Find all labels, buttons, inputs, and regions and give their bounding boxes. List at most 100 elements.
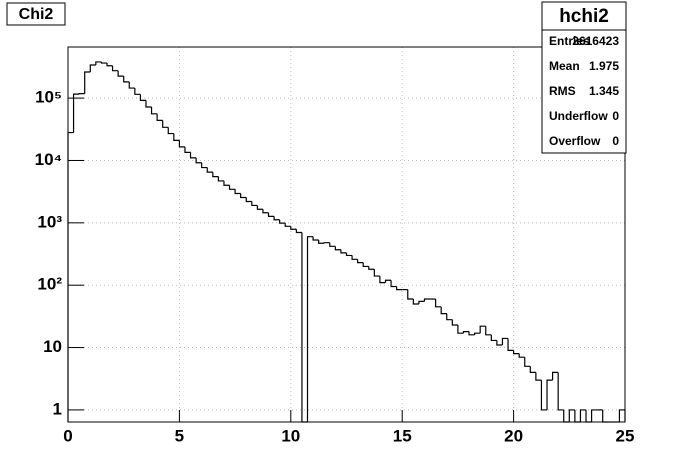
- histogram-bin: [223, 180, 230, 186]
- stats-name: hchi2: [559, 6, 609, 27]
- histogram-bin: [546, 379, 553, 410]
- histogram-bin: [412, 299, 419, 305]
- histogram-bin: [396, 286, 403, 291]
- histogram-bin: [212, 172, 219, 178]
- stats-label: Overflow: [549, 134, 601, 148]
- histogram-bin: [373, 269, 380, 277]
- stats-label: RMS: [549, 84, 576, 98]
- histogram-bin: [524, 357, 531, 367]
- histogram-bin: [95, 61, 102, 65]
- histogram-bin: [390, 280, 397, 288]
- histogram-bin: [173, 133, 180, 141]
- histogram-bin: [540, 380, 548, 411]
- histogram-bin: [407, 289, 414, 300]
- histogram-bin: [462, 331, 470, 334]
- histogram-bin: [418, 300, 425, 304]
- histogram-bin: [351, 255, 358, 260]
- x-tick-label: 10: [281, 426, 300, 445]
- histogram-bin: [123, 76, 130, 83]
- histogram-bin: [362, 262, 369, 268]
- histogram-bin: [384, 279, 392, 283]
- histogram-bin: [568, 409, 575, 422]
- histogram-bin: [485, 326, 492, 336]
- stats-label: Underflow: [549, 109, 608, 123]
- y-tick-label: 10: [43, 337, 62, 356]
- stats-value: 1.345: [589, 84, 619, 98]
- histogram-bin: [357, 259, 364, 264]
- histogram-bin: [228, 185, 236, 190]
- histogram-bin: [557, 372, 564, 411]
- histogram-bin: [529, 366, 536, 373]
- histogram-bin: [446, 313, 453, 321]
- histogram-bin: [551, 371, 559, 381]
- histogram-bin: [329, 242, 336, 247]
- histogram-bin: [206, 167, 213, 173]
- y-tick-label: 10⁵: [35, 88, 62, 107]
- x-tick-label: 0: [63, 426, 72, 445]
- histogram-bin: [111, 65, 119, 72]
- histogram-bin: [134, 88, 141, 95]
- histogram-bin: [368, 266, 375, 270]
- histogram-bin: [240, 193, 247, 199]
- histogram-bin: [513, 350, 520, 355]
- stats-value: 0: [612, 109, 619, 123]
- histogram-bin: [457, 324, 464, 334]
- histogram-bin: [340, 249, 347, 254]
- x-tick-label: 5: [175, 426, 184, 445]
- histogram-bin: [290, 226, 297, 230]
- histogram-bin: [295, 229, 302, 234]
- histogram-bin: [234, 189, 241, 195]
- histogram-bin: [217, 176, 224, 182]
- histogram-bin: [490, 334, 497, 342]
- histogram-bin: [195, 157, 202, 164]
- histogram-bin: [167, 127, 174, 135]
- stats-value: 2616423: [572, 34, 619, 48]
- histogram-bin: [139, 94, 146, 101]
- x-tick-label: 20: [504, 426, 523, 445]
- histogram-bin: [128, 81, 135, 89]
- histogram-bin: [345, 252, 353, 257]
- histogram-bin: [150, 107, 158, 115]
- histogram-bin: [535, 372, 542, 381]
- histogram-bin: [306, 236, 314, 422]
- histogram-bin: [379, 276, 386, 284]
- histogram-bin: [312, 236, 319, 241]
- stats-label: Mean: [549, 59, 580, 73]
- y-tick-label: 1: [53, 399, 62, 418]
- chart-title: Chi2: [19, 6, 54, 23]
- stats-label: Entries: [549, 34, 590, 48]
- stats-value: 0: [612, 134, 619, 148]
- histogram-bin: [479, 325, 486, 334]
- histogram-bin: [262, 209, 269, 214]
- histogram-bin: [84, 71, 91, 94]
- x-tick-label: 15: [393, 426, 412, 445]
- title-box: [6, 2, 66, 26]
- stats-box: [541, 1, 627, 154]
- histogram-bin: [267, 212, 275, 217]
- histogram-bin: [100, 61, 107, 64]
- histogram-bin: [318, 240, 325, 244]
- histogram-bin: [423, 298, 431, 302]
- histogram-bin: [323, 242, 330, 244]
- histogram-bin: [273, 216, 280, 221]
- histogram-bin: [117, 70, 124, 77]
- x-tick-label: 25: [616, 426, 635, 445]
- histogram-bin: [440, 306, 447, 315]
- histogram-bin: [256, 205, 263, 210]
- histogram-bin: [474, 332, 481, 335]
- histogram-bin: [468, 331, 475, 336]
- histogram-bin: [184, 146, 191, 153]
- histogram-bin: [334, 246, 341, 251]
- histogram-bin: [145, 100, 152, 108]
- histogram-bin: [72, 93, 80, 133]
- y-tick-label: 10³: [37, 212, 62, 231]
- histogram-bin: [245, 197, 252, 203]
- histogram-bin: [501, 337, 509, 345]
- histogram-bin: [162, 120, 169, 128]
- histogram-bin: [156, 113, 163, 121]
- histogram-bin: [201, 162, 208, 169]
- histogram-bin: [451, 319, 458, 326]
- histogram-bin: [106, 63, 113, 67]
- histogram-bin: [590, 409, 598, 422]
